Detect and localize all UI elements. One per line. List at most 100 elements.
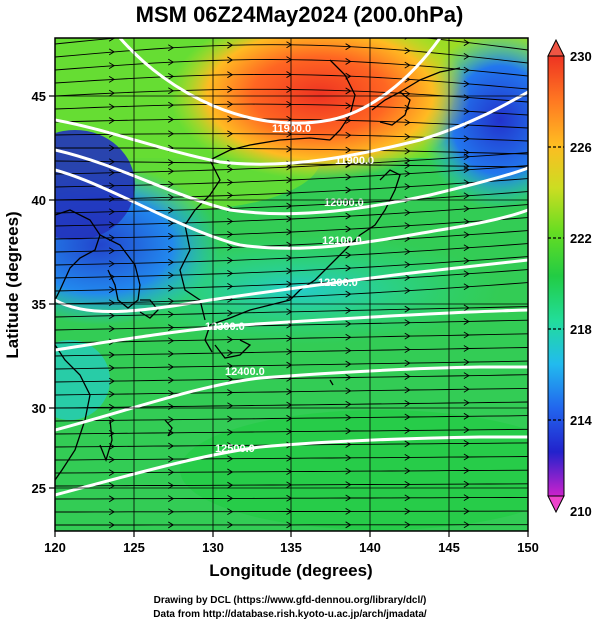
streamline-arrow	[227, 282, 234, 290]
streamline-arrow	[345, 347, 352, 355]
streamline-arrow	[227, 336, 234, 343]
streamline-arrow	[345, 333, 352, 341]
streamline-arrow	[345, 307, 352, 314]
map-title: MSM 06Z24May2024 (200.0hPa)	[135, 2, 464, 27]
streamline-arrow	[286, 335, 293, 342]
streamline-arrow	[108, 75, 115, 83]
streamline-arrow	[168, 271, 175, 279]
streamline-arrow	[404, 61, 411, 69]
streamline-arrow	[404, 507, 411, 515]
streamline-arrow	[286, 401, 293, 409]
streamline-arrow	[227, 86, 234, 93]
streamline-arrow	[168, 337, 175, 345]
contour-label: 12000.0	[324, 197, 364, 209]
streamline-arrow	[108, 117, 115, 124]
streamline-arrow	[108, 495, 115, 503]
streamline-arrow	[227, 27, 232, 33]
streamline-arrow	[108, 403, 115, 411]
streamline-arrow	[463, 53, 470, 60]
streamline-arrow	[108, 103, 115, 111]
streamline-arrow	[286, 508, 293, 515]
streamline-arrow	[286, 280, 293, 288]
streamline-arrow	[286, 481, 293, 489]
streamline-arrow	[345, 400, 352, 408]
streamline-arrow	[463, 521, 470, 529]
streamline-arrow	[463, 257, 470, 265]
streamline-arrow	[286, 293, 293, 301]
streamline-arrow	[404, 467, 411, 475]
streamline-arrow	[404, 440, 411, 448]
streamline-arrow	[108, 508, 115, 516]
colorbar: 230 226 222 218 214 210	[547, 38, 592, 519]
streamline-arrow	[286, 215, 293, 223]
streamline-arrow	[463, 244, 470, 252]
x-tick-label: 150	[517, 540, 539, 555]
streamline-arrow	[286, 176, 293, 184]
colorbar-label: 214	[570, 413, 592, 428]
streamline-arrow	[227, 442, 234, 449]
streamline-arrow	[168, 521, 175, 529]
streamline-arrow	[345, 360, 352, 368]
streamline-arrow	[108, 48, 115, 56]
streamline-arrow	[463, 372, 470, 380]
streamline-arrow	[345, 508, 352, 515]
height-contours	[55, 38, 528, 497]
streamline-arrow	[463, 494, 470, 502]
streamline-arrow	[168, 44, 175, 52]
streamline-arrow	[404, 119, 411, 126]
streamline-arrow	[108, 351, 115, 359]
streamline-arrow	[227, 165, 234, 173]
streamline-arrow	[168, 363, 175, 371]
colorbar-label: 210	[570, 504, 592, 519]
streamline-arrow	[463, 426, 470, 434]
streamline-arrow	[404, 162, 411, 169]
streamline-arrow	[227, 230, 234, 238]
streamline-arrow	[168, 58, 175, 66]
streamline-arrow	[227, 243, 234, 251]
streamline-arrow	[345, 387, 352, 395]
streamline-arrow	[227, 349, 234, 357]
y-tick-label: 45	[32, 89, 46, 104]
streamline-arrow	[108, 182, 115, 190]
streamline-arrow	[404, 400, 411, 407]
streamline-arrow	[108, 364, 115, 372]
x-axis-label: Longitude (degrees)	[209, 561, 372, 580]
streamline-arrow	[286, 189, 293, 197]
streamline-arrow	[227, 521, 234, 529]
x-tick-label: 145	[438, 540, 460, 555]
y-tick-labels: 45 40 35 30 25	[32, 89, 46, 496]
streamline-arrow	[463, 318, 470, 325]
streamline-arrow	[108, 158, 115, 166]
streamline-arrow	[286, 163, 293, 171]
streamline-arrow	[404, 413, 411, 421]
streamline-arrow	[463, 192, 470, 200]
streamline-arrow	[227, 495, 234, 502]
streamline-arrow	[345, 161, 352, 169]
streamline-arrow	[404, 157, 411, 164]
streamline-arrow	[345, 264, 352, 272]
streamline-arrow	[463, 399, 470, 407]
streamline-arrow	[404, 47, 411, 55]
streamline-arrow	[227, 428, 234, 436]
streamline-arrow	[404, 480, 411, 488]
streamline-arrow	[168, 376, 175, 384]
streamline-arrow	[345, 374, 352, 381]
streamline-arrow	[227, 415, 234, 423]
streamline-arrow	[345, 251, 352, 259]
streamline-arrow	[286, 348, 293, 356]
streamline-arrow	[108, 469, 115, 477]
coastlines	[55, 59, 461, 481]
graticule	[55, 38, 528, 531]
credit-drawing: Drawing by DCL (https://www.gfd-dennou.o…	[153, 595, 427, 606]
streamline-arrow	[463, 467, 470, 474]
streamline-arrow	[227, 468, 234, 476]
streamline-arrow	[463, 345, 470, 352]
streamline-arrow	[463, 107, 470, 115]
x-tick-label: 140	[359, 540, 381, 555]
colorbar-label: 230	[570, 49, 592, 64]
streamline-arrow	[345, 290, 352, 298]
streamline-arrow	[286, 228, 293, 236]
streamline-arrow	[404, 494, 411, 502]
streamline-arrow	[168, 389, 175, 397]
